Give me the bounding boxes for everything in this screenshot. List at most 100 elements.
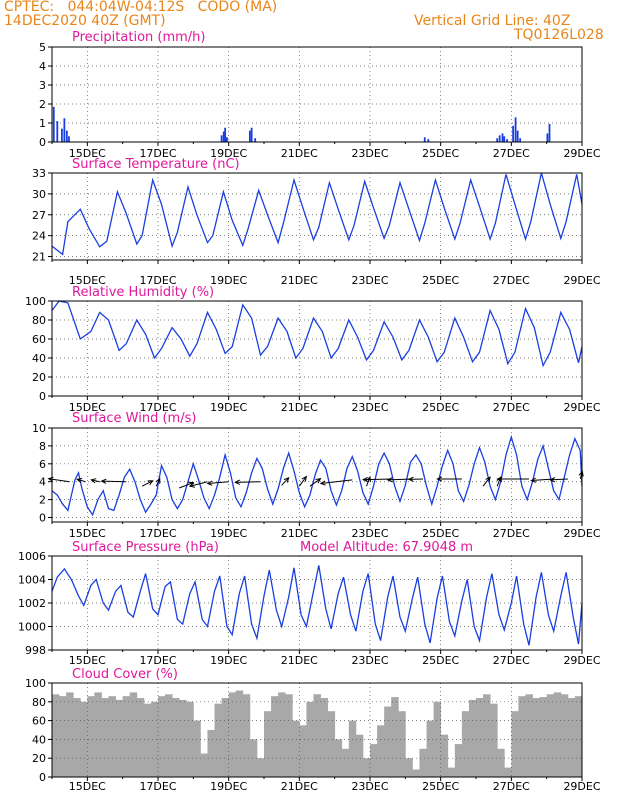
wind-arrowhead <box>485 476 491 483</box>
series-line <box>51 300 583 368</box>
series-line <box>51 565 583 646</box>
cloud-bar <box>179 699 187 777</box>
y-tick-label: 2 <box>39 494 46 507</box>
x-tick-label: 19DEC <box>210 654 247 667</box>
panel-frame <box>51 172 583 261</box>
wind-arrowhead <box>578 470 584 477</box>
wind-vector <box>281 477 290 486</box>
x-tick-label: 15DEC <box>69 527 106 540</box>
y-tick-label: 1000 <box>18 621 46 634</box>
y-tick-label: 10 <box>32 422 46 435</box>
panel-frame <box>51 555 583 651</box>
cloud-bar <box>560 694 569 777</box>
wind-vector <box>309 478 321 487</box>
precip-bar <box>222 131 225 142</box>
precip-bar <box>68 136 70 142</box>
model-code: TQ0126L028 <box>514 27 604 43</box>
y-tick-label: 1 <box>39 117 46 130</box>
wind-vector <box>235 481 261 483</box>
series-line <box>51 172 583 256</box>
cloud-bar <box>143 703 152 777</box>
run-date-header: 14DEC2020 40Z (GMT) <box>4 13 166 29</box>
wind-arrowhead <box>47 476 54 482</box>
y-tick-label: 33 <box>32 167 46 180</box>
x-tick-label: 21DEC <box>281 274 318 287</box>
panel-title: Surface Temperature (nC) <box>72 157 240 172</box>
panel-1: 21 24 27 30 33 15DEC 17DEC 19DEC 21DEC 23DEC 25DEC… <box>32 157 601 287</box>
y-tick-label: 60 <box>32 333 46 346</box>
cloud-bar <box>264 711 272 777</box>
x-tick-label: 23DEC <box>351 654 388 667</box>
precip-bar <box>250 127 253 142</box>
cloud-bar <box>242 694 251 777</box>
x-tick-label: 23DEC <box>351 780 388 793</box>
panel-frame <box>51 427 583 523</box>
cloud-bar <box>362 758 371 777</box>
cloud-bar <box>52 694 60 777</box>
cloud-bar <box>334 739 343 777</box>
wind-arrowhead <box>362 476 368 483</box>
cloud-bar <box>370 744 378 777</box>
cloud-bar <box>327 711 336 777</box>
precip-bar <box>248 130 251 142</box>
cloud-bar <box>391 697 399 777</box>
cloud-bar <box>532 698 540 777</box>
x-tick-label: 17DEC <box>139 654 176 667</box>
precip-bar <box>503 136 506 142</box>
cloud-bar <box>574 696 583 777</box>
cloud-bar <box>433 701 442 777</box>
x-tick-label: 25DEC <box>422 654 459 667</box>
x-tick-label: 27DEC <box>493 654 530 667</box>
precip-bar <box>501 133 504 142</box>
cloud-bar <box>235 690 244 777</box>
panel-title: Surface Pressure (hPa) <box>72 540 219 555</box>
panel-0: 0 1 2 3 4 5 15DEC 17DEC 19DEC 21DEC 23DEC 25DEC 27DE… <box>39 30 601 160</box>
panel-title: Relative Humidity (%) <box>72 285 214 300</box>
y-tick-label: 1002 <box>18 597 46 610</box>
cloud-bar <box>412 769 420 777</box>
wind-arrowhead <box>436 476 443 482</box>
wind-arrowhead <box>206 480 213 486</box>
cloud-bar <box>447 767 456 777</box>
precip-bar <box>512 125 514 142</box>
wind-vector <box>320 479 353 485</box>
wind-arrowhead <box>90 478 97 484</box>
y-tick-label: 100 <box>25 677 46 690</box>
x-tick-label: 25DEC <box>422 274 459 287</box>
wind-arrowhead <box>283 476 290 483</box>
x-tick-label: 25DEC <box>422 401 459 414</box>
model-altitude: Model Altitude: 67.9048 m <box>300 540 473 555</box>
y-tick-label: 27 <box>32 209 46 222</box>
wind-vector <box>77 478 86 483</box>
wind-vector <box>101 480 127 483</box>
y-tick-label: 4 <box>39 60 46 73</box>
x-tick-label: 29DEC <box>563 274 600 287</box>
x-tick-label: 17DEC <box>139 780 176 793</box>
cloud-bar <box>306 701 314 777</box>
wind-arrowhead <box>76 478 83 483</box>
x-tick-label: 29DEC <box>563 527 600 540</box>
cloud-bar <box>172 698 180 777</box>
y-tick-label: 0 <box>39 771 46 784</box>
cloud-bar <box>87 696 95 777</box>
y-tick-label: 0 <box>39 136 46 149</box>
cloud-bar <box>341 748 350 777</box>
cloud-bar <box>490 703 498 777</box>
cloud-bar <box>207 730 215 777</box>
precip-bar <box>427 139 430 142</box>
cloud-bar <box>454 744 463 777</box>
y-tick-label: 1004 <box>18 574 46 587</box>
x-tick-label: 15DEC <box>69 780 106 793</box>
series-line <box>51 434 583 517</box>
cloud-bar <box>299 725 307 777</box>
y-tick-label: 100 <box>25 295 46 308</box>
x-tick-label: 29DEC <box>563 780 600 793</box>
cloud-bar <box>468 699 477 777</box>
cloud-bar <box>405 758 413 777</box>
x-tick-label: 21DEC <box>281 147 318 160</box>
precip-bar <box>514 117 517 142</box>
x-tick-label: 21DEC <box>281 401 318 414</box>
wind-arrowhead <box>147 480 154 486</box>
y-tick-label: 21 <box>32 251 46 264</box>
cloud-bar <box>129 692 138 777</box>
